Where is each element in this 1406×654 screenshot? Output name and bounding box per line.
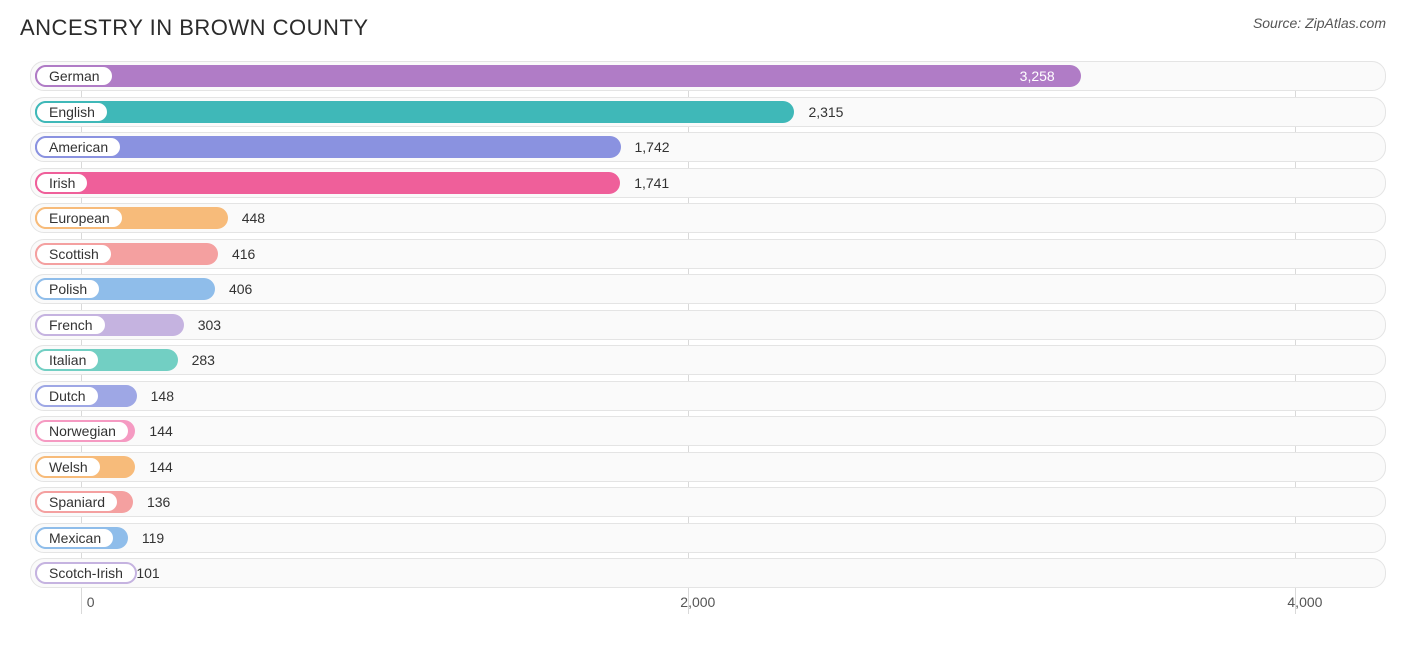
category-pill: Mexican: [35, 527, 115, 549]
header: ANCESTRY IN BROWN COUNTY Source: ZipAtla…: [20, 15, 1386, 41]
category-pill: Scottish: [35, 243, 113, 265]
bar: [35, 101, 794, 123]
category-pill: French: [35, 314, 107, 336]
bar-row: American 1,742: [30, 132, 1386, 162]
bar-row: English 2,315: [30, 97, 1386, 127]
bar-value: 101: [136, 559, 159, 587]
bar-row: European 448: [30, 203, 1386, 233]
x-tick-label: 2,000: [680, 594, 715, 610]
category-pill: European: [35, 207, 124, 229]
bar-row: Norwegian 144: [30, 416, 1386, 446]
bar-value: 144: [149, 453, 172, 481]
bar-value: 3,258: [1020, 62, 1055, 90]
chart-title: ANCESTRY IN BROWN COUNTY: [20, 15, 369, 41]
bar-row: Irish 1,741: [30, 168, 1386, 198]
bar-value: 448: [242, 204, 265, 232]
bar-value: 148: [151, 382, 174, 410]
bar-row: Scotch-Irish101: [30, 558, 1386, 588]
x-axis: 0 2,000 4,000: [30, 594, 1386, 614]
bar-row: Dutch 148: [30, 381, 1386, 411]
category-pill: Irish: [35, 172, 89, 194]
bar-value: 416: [232, 240, 255, 268]
category-pill: Italian: [35, 349, 100, 371]
bar: [35, 172, 620, 194]
bar: [35, 65, 1081, 87]
bar-value: 303: [198, 311, 221, 339]
category-pill: English: [35, 101, 109, 123]
source-attribution: Source: ZipAtlas.com: [1253, 15, 1386, 31]
bar-row: Mexican 119: [30, 523, 1386, 553]
x-tick-label: 4,000: [1287, 594, 1322, 610]
category-pill: Spaniard: [35, 491, 119, 513]
bar-row: Scottish 416: [30, 239, 1386, 269]
ancestry-bar-chart: German 3,258 English 2,315 American 1,742 Iris…: [20, 61, 1386, 644]
bar-row: Welsh 144: [30, 452, 1386, 482]
bar-value: 1,741: [634, 169, 669, 197]
bar-row: German 3,258: [30, 61, 1386, 91]
bar-value: 283: [192, 346, 215, 374]
bar-value: 406: [229, 275, 252, 303]
category-pill: Scotch-Irish: [35, 562, 137, 584]
category-pill: German: [35, 65, 114, 87]
bar-row: Italian 283: [30, 345, 1386, 375]
x-tick-label: 0: [87, 594, 95, 610]
bar-row: French 303: [30, 310, 1386, 340]
bar-row: Polish 406: [30, 274, 1386, 304]
bar-value: 144: [149, 417, 172, 445]
bar-value: 119: [142, 524, 164, 552]
category-pill: Polish: [35, 278, 101, 300]
category-pill: Norwegian: [35, 420, 130, 442]
category-pill: American: [35, 136, 122, 158]
category-pill: Dutch: [35, 385, 100, 407]
chart-rows: German 3,258 English 2,315 American 1,742 Iris…: [30, 61, 1386, 588]
bar: [35, 136, 621, 158]
category-pill: Welsh: [35, 456, 102, 478]
bar-value: 136: [147, 488, 170, 516]
bar-value: 1,742: [635, 133, 670, 161]
bar-row: Spaniard 136: [30, 487, 1386, 517]
bar-value: 2,315: [808, 98, 843, 126]
